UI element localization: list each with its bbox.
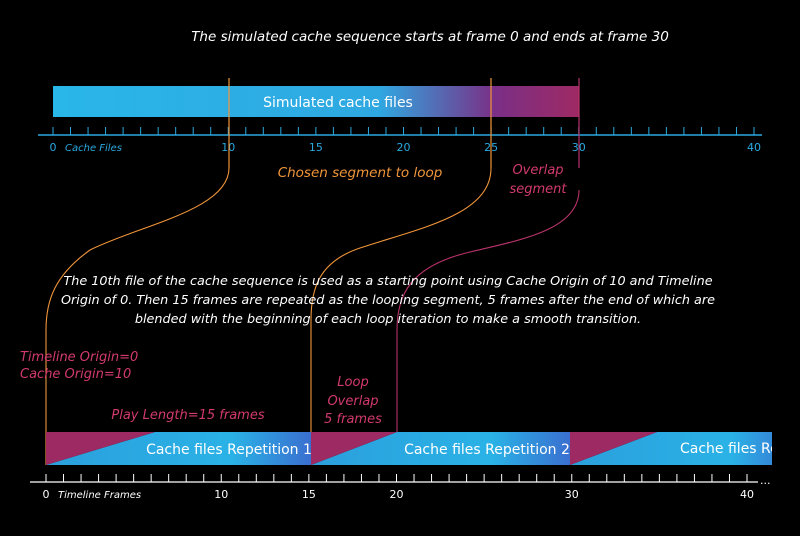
repetition-2-label: Cache files Repetition 2 <box>404 442 570 458</box>
top-axis-tick-label: 20 <box>397 141 411 154</box>
explanation-line-2: Origin of 0. Then 15 frames are repeated… <box>61 293 715 308</box>
diagram-title: The simulated cache sequence starts at f… <box>191 29 669 45</box>
overlap-segment-label-line2: segment <box>509 182 567 197</box>
bottom-axis-tick-label: 0 <box>43 488 50 501</box>
repetition-1-body <box>46 432 311 465</box>
top-axis: 0101520253040 Cache Files <box>38 127 762 154</box>
bottom-axis-tick-label: 20 <box>390 488 404 501</box>
simulated-cache-bar-label: Simulated cache files <box>263 95 413 111</box>
bottom-axis-tick-label: 40 <box>740 488 754 501</box>
connector-curve-loop-end <box>310 167 492 465</box>
loop-overlap-label-line3: 5 frames <box>324 412 382 427</box>
chosen-segment-label: Chosen segment to loop <box>278 165 443 181</box>
loop-overlap-label-line1: Loop <box>337 375 368 390</box>
repetition-3-body <box>570 432 772 465</box>
repetition-2-fade-in <box>311 432 397 465</box>
repetition-1-label: Cache files Repetition 1 <box>146 442 312 458</box>
bottom-axis-name: Timeline Frames <box>58 490 141 501</box>
top-axis-tick-label: 0 <box>50 141 57 154</box>
top-axis-name: Cache Files <box>65 143 122 154</box>
connector-curve-overlap-end <box>396 189 580 465</box>
overlap-segment-label-line1: Overlap <box>512 163 563 178</box>
bottom-axis-ellipsis: ... <box>760 474 771 487</box>
bottom-axis-tick-label: 10 <box>214 488 228 501</box>
repetition-1-fade-in <box>46 432 155 465</box>
connector-curve-origin <box>45 167 230 465</box>
explanation-line-1: The 10th file of the cache sequence is u… <box>63 274 712 289</box>
repetition-bars: Cache files Repetition 1 Cache files Rep… <box>46 432 800 465</box>
bottom-axis: 0 10 15 20 30 40 Timeline Frames ... <box>30 474 771 501</box>
explanation-line-3: blended with the beginning of each loop … <box>135 312 641 327</box>
play-length-label: Play Length=15 frames <box>111 408 264 423</box>
timeline-origin-label: Timeline Origin=0 <box>20 350 138 365</box>
repetition-3-label: Cache files Repetition 3 <box>680 441 800 457</box>
top-axis-tick-label: 40 <box>747 141 761 154</box>
repetition-3-fade-in <box>570 432 657 465</box>
top-axis-tick-label: 10 <box>221 141 235 154</box>
loop-overlap-label-line2: Overlap <box>327 394 378 409</box>
explanation-text: The 10th file of the cache sequence is u… <box>61 274 715 327</box>
bottom-axis-tick-label: 15 <box>302 488 316 501</box>
top-axis-tick-label: 15 <box>309 141 323 154</box>
bottom-axis-tick-label: 30 <box>565 488 579 501</box>
cache-origin-label: Cache Origin=10 <box>20 367 131 382</box>
repetition-2-body <box>311 432 570 465</box>
